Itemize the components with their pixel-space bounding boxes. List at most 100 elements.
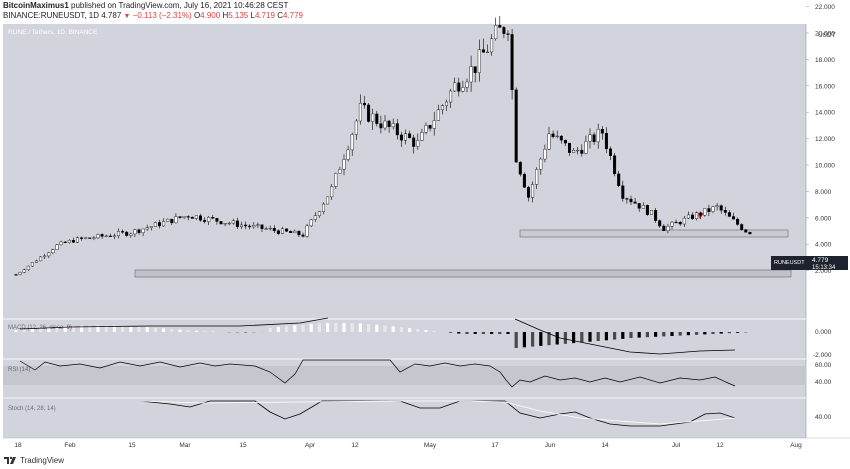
candle-body[interactable] bbox=[338, 169, 342, 174]
candle-body[interactable] bbox=[235, 220, 239, 227]
candle-body[interactable] bbox=[490, 38, 494, 53]
candle-body[interactable] bbox=[732, 216, 736, 220]
candle-body[interactable] bbox=[289, 231, 293, 234]
candle-body[interactable] bbox=[498, 25, 502, 28]
candle-body[interactable] bbox=[629, 198, 633, 203]
candle-body[interactable] bbox=[342, 159, 346, 170]
candle-body[interactable] bbox=[71, 240, 75, 243]
candle-body[interactable] bbox=[141, 228, 145, 233]
candle-body[interactable] bbox=[551, 133, 555, 137]
candle-body[interactable] bbox=[621, 185, 625, 199]
candle-body[interactable] bbox=[108, 235, 112, 237]
candle-body[interactable] bbox=[248, 225, 252, 228]
candle-body[interactable] bbox=[568, 142, 572, 153]
candle-body[interactable] bbox=[26, 265, 30, 271]
candle-body[interactable] bbox=[137, 229, 141, 233]
candle-body[interactable] bbox=[473, 66, 477, 73]
candle-body[interactable] bbox=[432, 120, 436, 129]
candle-body[interactable] bbox=[194, 215, 198, 219]
candle-body[interactable] bbox=[609, 148, 613, 156]
candle-body[interactable] bbox=[51, 249, 55, 254]
candle-body[interactable] bbox=[149, 226, 153, 228]
candle-body[interactable] bbox=[592, 134, 596, 143]
candle-body[interactable] bbox=[399, 134, 403, 141]
candle-body[interactable] bbox=[715, 205, 719, 207]
candle-body[interactable] bbox=[256, 224, 260, 226]
candle-body[interactable] bbox=[625, 198, 629, 200]
candle-body[interactable] bbox=[650, 209, 654, 215]
candle-body[interactable] bbox=[502, 27, 506, 34]
candle-body[interactable] bbox=[535, 169, 539, 185]
candle-body[interactable] bbox=[367, 104, 371, 122]
candle-body[interactable] bbox=[457, 82, 461, 92]
candle-body[interactable] bbox=[215, 218, 219, 222]
candle-body[interactable] bbox=[346, 149, 350, 160]
candle-body[interactable] bbox=[268, 227, 272, 230]
candle-body[interactable] bbox=[129, 233, 133, 236]
candle-body[interactable] bbox=[563, 139, 567, 144]
candle-body[interactable] bbox=[412, 137, 416, 147]
candle-body[interactable] bbox=[465, 81, 469, 88]
candle-body[interactable] bbox=[596, 129, 600, 143]
candle-body[interactable] bbox=[47, 252, 51, 257]
candle-body[interactable] bbox=[121, 231, 125, 233]
candle-body[interactable] bbox=[59, 241, 63, 245]
candle-body[interactable] bbox=[281, 228, 285, 234]
candle-body[interactable] bbox=[207, 217, 211, 222]
candle-body[interactable] bbox=[190, 216, 194, 219]
candle-body[interactable] bbox=[440, 105, 444, 110]
candle-body[interactable] bbox=[682, 217, 686, 225]
candle-body[interactable] bbox=[486, 51, 490, 53]
candle-body[interactable] bbox=[223, 223, 227, 225]
candle-body[interactable] bbox=[264, 228, 268, 230]
candle-body[interactable] bbox=[379, 123, 383, 129]
candle-body[interactable] bbox=[641, 205, 645, 209]
candle-body[interactable] bbox=[231, 220, 235, 224]
candle-body[interactable] bbox=[92, 237, 96, 239]
candle-body[interactable] bbox=[494, 25, 498, 39]
candle-body[interactable] bbox=[633, 201, 637, 204]
candle-body[interactable] bbox=[395, 123, 399, 136]
candle-body[interactable] bbox=[203, 219, 207, 222]
candle-body[interactable] bbox=[30, 262, 34, 267]
candle-body[interactable] bbox=[43, 255, 47, 258]
candle-body[interactable] bbox=[469, 66, 473, 83]
candle-body[interactable] bbox=[691, 214, 695, 219]
candle-body[interactable] bbox=[719, 205, 723, 211]
candle-body[interactable] bbox=[186, 216, 190, 218]
candle-body[interactable] bbox=[670, 221, 674, 227]
candle-body[interactable] bbox=[301, 234, 305, 237]
candle-body[interactable] bbox=[305, 225, 309, 237]
candle-body[interactable] bbox=[371, 113, 375, 122]
support-zone-lower[interactable] bbox=[134, 269, 792, 278]
candle-body[interactable] bbox=[363, 102, 367, 106]
candle-body[interactable] bbox=[477, 49, 481, 73]
candle-body[interactable] bbox=[334, 173, 338, 187]
candle-body[interactable] bbox=[539, 158, 543, 170]
candle-body[interactable] bbox=[285, 228, 289, 232]
candle-body[interactable] bbox=[699, 212, 703, 216]
candle-body[interactable] bbox=[424, 125, 428, 133]
candle-body[interactable] bbox=[510, 34, 514, 91]
candle-body[interactable] bbox=[658, 220, 662, 227]
candle-body[interactable] bbox=[88, 237, 92, 239]
candle-body[interactable] bbox=[153, 222, 157, 227]
candle-body[interactable] bbox=[600, 129, 604, 134]
candle-body[interactable] bbox=[453, 82, 457, 92]
candle-body[interactable] bbox=[239, 224, 243, 227]
candle-body[interactable] bbox=[293, 230, 297, 234]
candle-body[interactable] bbox=[219, 221, 223, 225]
brand-name[interactable]: TradingView bbox=[20, 456, 65, 465]
candle-body[interactable] bbox=[727, 212, 731, 217]
candle-body[interactable] bbox=[637, 203, 641, 209]
candle-body[interactable] bbox=[404, 133, 408, 141]
candle-body[interactable] bbox=[436, 109, 440, 121]
candle-body[interactable] bbox=[211, 217, 215, 219]
candle-body[interactable] bbox=[22, 269, 26, 273]
candle-body[interactable] bbox=[559, 135, 563, 141]
candle-body[interactable] bbox=[654, 209, 658, 221]
candle-body[interactable] bbox=[666, 226, 670, 232]
candle-body[interactable] bbox=[227, 222, 231, 225]
candle-body[interactable] bbox=[272, 227, 276, 231]
